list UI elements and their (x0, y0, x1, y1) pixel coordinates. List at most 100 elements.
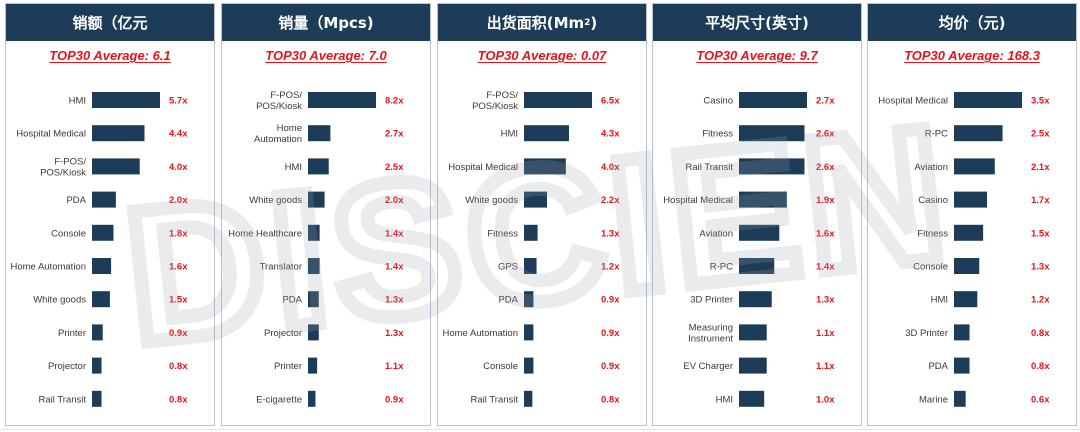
bar (954, 191, 988, 208)
value-label: 0.9x (601, 295, 620, 306)
category-label: Projector (264, 328, 302, 339)
category-label: E-cigarette (256, 394, 302, 405)
value-label: 2.7x (385, 129, 404, 140)
bar-row: 3D Printer 1.3x (690, 291, 835, 308)
bar-row: F-POS/POS/Kiosk 8.2x (256, 90, 404, 112)
bar (92, 158, 140, 175)
bar-row: EV Charger 1.1x (683, 357, 835, 374)
value-label: 0.8x (169, 361, 188, 372)
category-label: Measuring Instrument (688, 322, 733, 344)
category-label: HMI (285, 162, 302, 173)
bar-row: Casino 1.7x (918, 191, 1050, 208)
bar (954, 258, 980, 274)
bar (739, 390, 765, 407)
bar (92, 291, 110, 308)
value-label: 1.6x (169, 262, 188, 273)
category-label: HMI (716, 394, 733, 405)
value-label: 4.0x (601, 162, 620, 173)
category-label: Fitness (702, 129, 733, 140)
value-label: 0.6x (1031, 394, 1050, 405)
category-label: R-PC (710, 262, 733, 273)
bar (308, 191, 325, 208)
category-label: GPS (498, 262, 518, 273)
bar (739, 291, 772, 308)
category-label: Home Automation (10, 262, 86, 273)
bar (739, 92, 807, 108)
value-label: 1.5x (169, 295, 188, 306)
bar-row: Fitness 1.3x (487, 224, 620, 241)
bar-row: Printer 0.9x (58, 324, 188, 341)
chart-panel-1: 销额（亿元 TOP30 Average: 6.1 HMI 5.7x Hospital M… (5, 3, 215, 426)
bar (739, 324, 767, 341)
category-label: Aviation (914, 162, 948, 173)
bar-row: Fitness 2.6x (702, 125, 835, 142)
bar-row: Aviation 2.1x (914, 158, 1050, 175)
category-label: F-POS/POS/Kiosk (40, 156, 86, 178)
category-label: Hospital Medical (16, 129, 86, 140)
bar-row: Marine 0.6x (919, 390, 1050, 407)
chart-title-text: 出货面积(Mm (486, 14, 585, 32)
chart-panel-5: 均价（元) TOP30 Average: 168.3 Hospital Medica… (867, 3, 1077, 426)
chart-title-superscript: 2 (584, 17, 591, 28)
bar-row: HMI 4.3x (501, 125, 620, 142)
value-label: 1.4x (385, 262, 404, 273)
bar-row: HMI 2.5x (285, 158, 404, 175)
bar (92, 324, 103, 341)
bar-row: R-PC 2.5x (925, 125, 1050, 142)
bar (739, 158, 805, 175)
value-label: 0.8x (169, 394, 188, 405)
bar (739, 258, 775, 274)
category-label: White goods (465, 195, 518, 206)
bar (954, 158, 995, 175)
bar-row: Projector 1.3x (264, 324, 404, 341)
bar-row: HMI 5.7x (69, 92, 188, 108)
bar-row: F-POS/POS/Kiosk 4.0x (40, 156, 188, 178)
bar (308, 390, 316, 407)
category-label: PDA (498, 295, 518, 306)
category-label: Console (51, 228, 86, 239)
bar (308, 324, 319, 341)
bar-row: Printer 1.1x (274, 357, 404, 374)
bar (954, 125, 1003, 142)
bar (92, 224, 114, 241)
chart-title-text: 平均尺寸(英寸) (705, 14, 809, 32)
value-label: 8.2x (385, 96, 404, 107)
chart-title-suffix: ) (590, 13, 598, 32)
bar-chart: F-POS/POS/Kiosk 6.5x HMI 4.3x Hospital Medic… (442, 90, 620, 407)
bar-row: Rail Transit 2.6x (685, 158, 835, 175)
bar-row: PDA 1.3x (282, 291, 404, 308)
bar-chart: Hospital Medical 3.5x R-PC 2.5x Aviation 2.1x… (878, 92, 1050, 407)
bar (524, 258, 537, 274)
bar-row: Translator 1.4x (260, 258, 404, 274)
bar-row: Aviation 1.6x (699, 224, 835, 241)
bar (308, 357, 318, 374)
category-label: Printer (58, 328, 86, 339)
average-label: TOP30 Average: 0.07 (477, 48, 607, 63)
bar (524, 291, 534, 308)
value-label: 1.3x (385, 328, 404, 339)
category-label: Translator (260, 262, 302, 273)
bar (92, 357, 102, 374)
bar-row: Home Automation 2.7x (254, 123, 404, 145)
category-label: EV Charger (683, 361, 733, 372)
value-label: 1.1x (816, 361, 835, 372)
chart-panel-3: 出货面积(Mm 2) TOP30 Average: 0.07 F-POS/POS/Ki… (437, 3, 647, 426)
bar (308, 291, 319, 308)
bar (92, 390, 102, 407)
value-label: 0.8x (601, 394, 620, 405)
bar-row: R-PC 1.4x (710, 258, 835, 274)
category-label: Casino (703, 96, 733, 107)
chart-title-text: 均价（元) (938, 14, 1006, 32)
value-label: 0.9x (385, 394, 404, 405)
bar-chart: F-POS/POS/Kiosk 8.2x Home Automation 2.7x HMI… (228, 90, 404, 407)
category-label: Rail Transit (685, 162, 733, 173)
value-label: 0.8x (1031, 361, 1050, 372)
bar-row: Home Automation 0.9x (442, 324, 620, 341)
average-label: TOP30 Average: 7.0 (265, 48, 387, 63)
bar-row: Hospital Medical 4.4x (16, 125, 188, 142)
chart-panel-2: 销量（Mpcs) TOP30 Average: 7.0 F-POS/POS/Kios… (221, 3, 431, 426)
value-label: 1.1x (385, 361, 404, 372)
bar (954, 224, 984, 241)
category-label: Printer (274, 361, 302, 372)
category-label: Console (913, 262, 948, 273)
